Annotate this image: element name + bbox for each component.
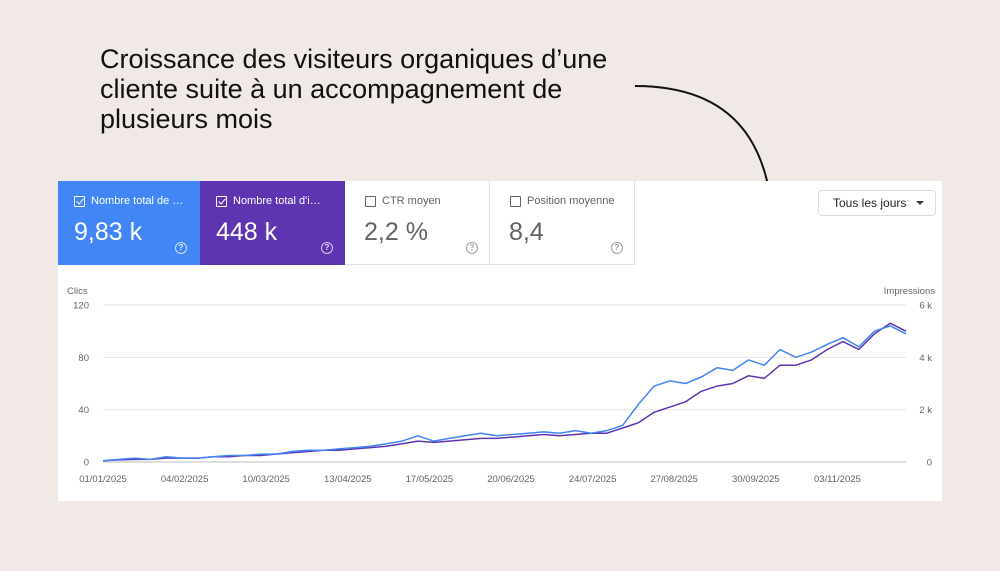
x-tick-label: 13/04/2025: [324, 474, 372, 485]
headline: Croissance des visiteurs organiques d’un…: [100, 44, 608, 134]
y-tick-label-right: 6 k: [919, 301, 932, 312]
help-icon[interactable]: ?: [466, 242, 478, 254]
x-tick-label: 03/11/2025: [814, 474, 861, 485]
checkbox-icon[interactable]: [216, 196, 227, 207]
caret-down-icon: [916, 201, 924, 205]
date-range-dropdown[interactable]: Tous les jours: [818, 190, 936, 216]
x-tick-label: 10/03/2025: [242, 474, 290, 485]
y-tick-label-right: 2 k: [919, 405, 932, 416]
metric-label: Nombre total d'i…: [233, 195, 321, 207]
help-icon[interactable]: ?: [175, 242, 187, 254]
x-tick-label: 24/07/2025: [569, 474, 617, 485]
performance-panel: Nombre total de … 9,83 k ? Nombre total …: [58, 181, 942, 501]
metric-label: Nombre total de …: [91, 195, 184, 207]
help-icon[interactable]: ?: [321, 242, 333, 254]
y-tick-label-left: 0: [84, 458, 89, 469]
checkbox-icon[interactable]: [74, 196, 85, 207]
metric-card-impressions[interactable]: Nombre total d'i… 448 k ?: [200, 181, 345, 265]
y-tick-label-right: 0: [927, 458, 932, 469]
metric-label: Position moyenne: [527, 195, 615, 207]
metric-value: 2,2 %: [364, 218, 428, 246]
metric-card-clicks[interactable]: Nombre total de … 9,83 k ?: [58, 181, 200, 265]
clicks-line: [102, 325, 907, 462]
y-tick-label-left: 120: [73, 301, 89, 312]
metric-card-position[interactable]: Position moyenne 8,4 ?: [490, 181, 635, 265]
x-tick-label: 30/09/2025: [732, 474, 780, 485]
impressions-line: [102, 322, 907, 462]
metric-card-ctr[interactable]: CTR moyen 2,2 % ?: [345, 181, 490, 265]
y-tick-label-left: 80: [78, 353, 89, 364]
x-tick-label: 04/02/2025: [161, 474, 209, 485]
y-tick-label-left: 40: [78, 405, 89, 416]
help-icon[interactable]: ?: [611, 242, 623, 254]
performance-chart: Clics Impressions 120 80 40 0 6 k 4 k 2 k 0 01…: [67, 286, 935, 485]
left-axis-label: Clics: [67, 286, 88, 297]
metric-value: 448 k: [216, 218, 278, 246]
dropdown-label: Tous les jours: [833, 196, 907, 210]
x-tick-label: 20/06/2025: [487, 474, 535, 485]
x-tick-label: 17/05/2025: [406, 474, 454, 485]
x-tick-label: 01/01/2025: [79, 474, 127, 485]
y-tick-label-right: 4 k: [919, 353, 932, 364]
checkbox-icon[interactable]: [365, 196, 376, 207]
checkbox-icon[interactable]: [510, 196, 521, 207]
right-axis-label: Impressions: [884, 286, 935, 297]
x-tick-label: 27/08/2025: [650, 474, 698, 485]
metric-value: 8,4: [509, 218, 544, 246]
metric-label: CTR moyen: [382, 195, 441, 207]
metric-value: 9,83 k: [74, 218, 143, 246]
